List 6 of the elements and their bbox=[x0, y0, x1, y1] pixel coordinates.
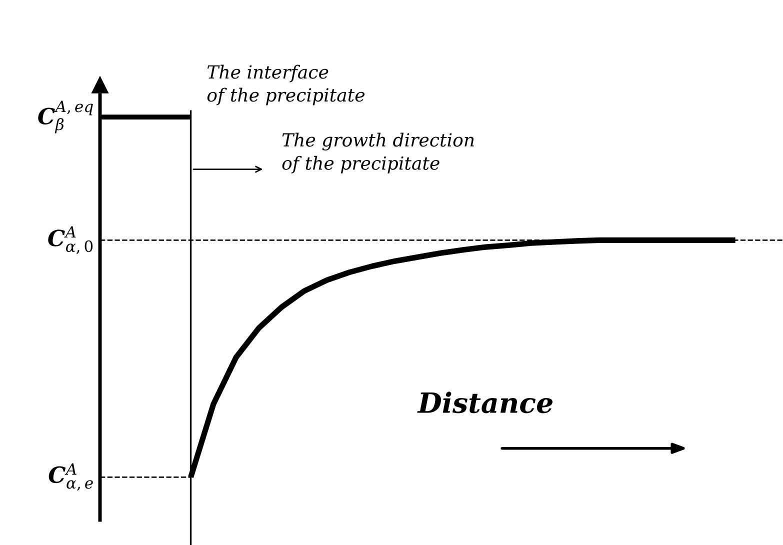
annotation: The growth direction of the precipitate bbox=[282, 132, 474, 174]
legend-label: C$^{A,eq}$$_{β}$ bbox=[38, 100, 93, 134]
ref-line-label: C$^{A}$$_{α,0}$ bbox=[48, 226, 93, 254]
annotation: Distance bbox=[417, 392, 552, 414]
ref-line-label: C$^{A}$$_{α,e}$ bbox=[48, 463, 93, 491]
text: The interface of the precipitate bbox=[207, 64, 364, 106]
